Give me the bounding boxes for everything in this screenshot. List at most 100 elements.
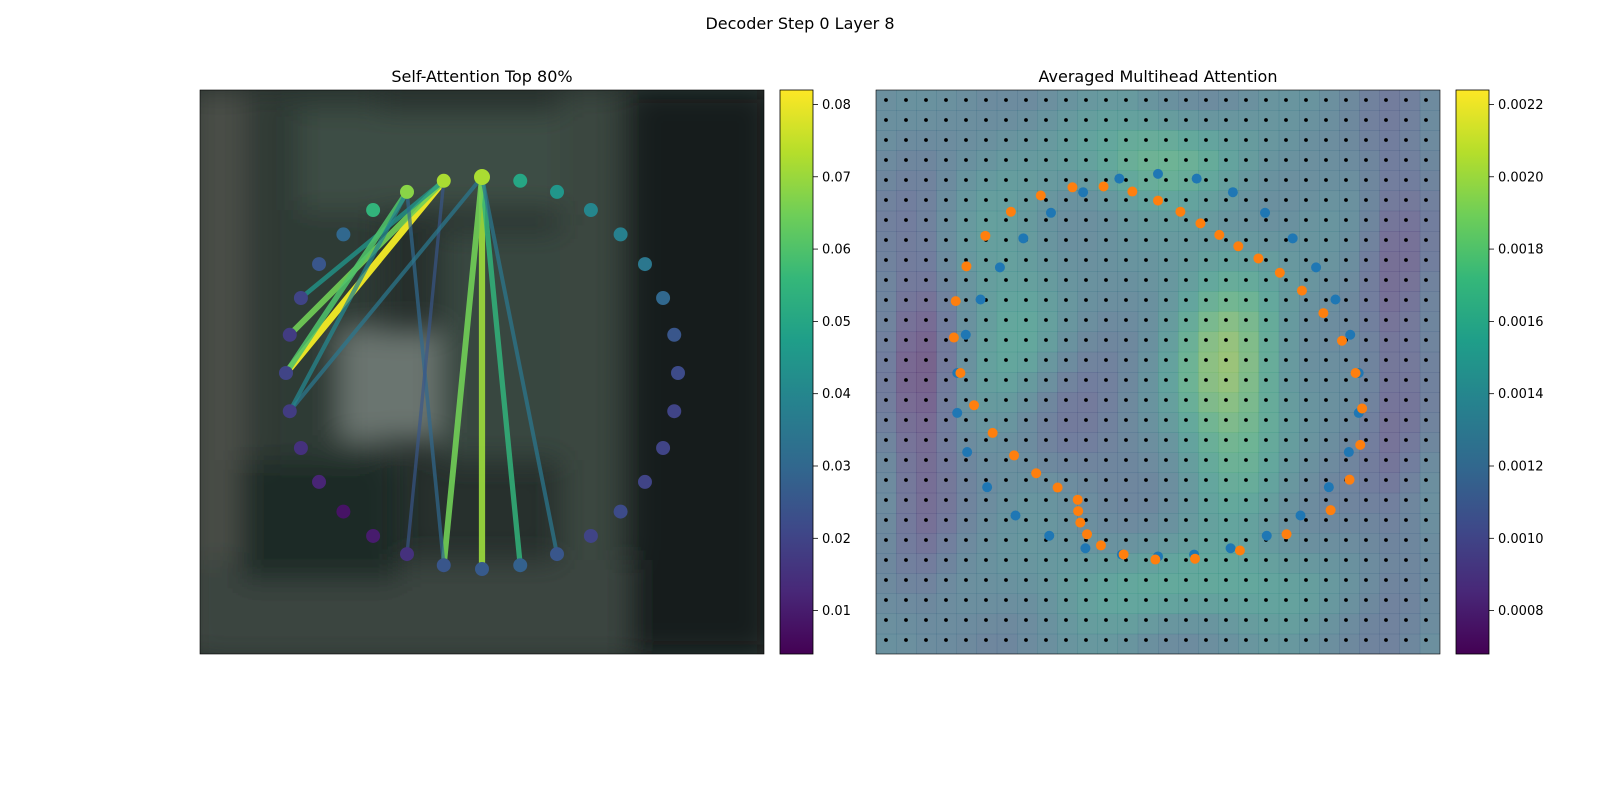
grid-dot	[1204, 458, 1208, 462]
grid-dot	[1204, 478, 1208, 482]
heatmap-cell	[1319, 190, 1340, 212]
grid-dot	[1384, 518, 1388, 522]
inner-contour-point	[1078, 187, 1089, 198]
grid-dot	[884, 478, 888, 482]
grid-dot	[1124, 618, 1128, 622]
heatmap-cell	[1278, 130, 1300, 151]
heatmap-cell	[1379, 190, 1401, 212]
heatmap-cell	[1097, 513, 1119, 534]
grid-dot	[1064, 558, 1068, 562]
heatmap-cell	[1339, 432, 1360, 453]
grid-dot	[904, 578, 908, 582]
grid-dot	[924, 578, 928, 582]
grid-dot	[1184, 218, 1188, 222]
heatmap-cell	[1057, 291, 1078, 312]
grid-dot	[1424, 358, 1428, 362]
grid-dot	[1044, 418, 1048, 422]
grid-dot	[1424, 258, 1428, 262]
heatmap-cell	[1238, 573, 1260, 594]
outer-contour-point	[1052, 482, 1063, 493]
heatmap-cell	[1339, 533, 1360, 554]
heatmap-cell	[1258, 553, 1280, 574]
heatmap-cell	[1238, 210, 1260, 232]
grid-dot	[1044, 518, 1048, 522]
grid-dot	[1224, 358, 1228, 362]
grid-dot	[1224, 198, 1228, 202]
grid-dot	[944, 398, 948, 402]
colorbar-tick-label: 0.0012	[1498, 460, 1544, 475]
heatmap-cell	[1117, 613, 1139, 635]
heatmap-cell	[876, 472, 897, 494]
multihead-attention-panel: Averaged Multihead Attention 0.00080.001…	[875, 67, 1544, 655]
grid-dot	[1384, 218, 1388, 222]
heatmap-cell	[1178, 513, 1199, 534]
heatmap-cell	[1299, 613, 1320, 635]
grid-dot	[1024, 158, 1028, 162]
grid-dot	[984, 518, 988, 522]
grid-dot	[1004, 638, 1008, 642]
heatmap-cell	[936, 472, 957, 494]
grid-dot	[1424, 378, 1428, 382]
grid-dot	[1404, 478, 1408, 482]
grid-dot	[1324, 558, 1328, 562]
heatmap-cell	[876, 452, 897, 474]
grid-dot	[1304, 378, 1308, 382]
grid-dot	[1124, 358, 1128, 362]
grid-dot	[1184, 158, 1188, 162]
heatmap-cell	[1379, 90, 1401, 111]
grid-dot	[1404, 638, 1408, 642]
heatmap-cell	[1339, 251, 1360, 272]
grid-dot	[884, 138, 888, 142]
grid-dot	[964, 518, 968, 522]
grid-dot	[1124, 158, 1128, 162]
heatmap-cell	[1198, 492, 1219, 514]
heatmap-cell	[1379, 351, 1401, 373]
grid-dot	[1164, 578, 1168, 582]
grid-dot	[1424, 618, 1428, 622]
grid-dot	[1044, 98, 1048, 102]
attention-point	[475, 562, 489, 576]
grid-dot	[1404, 138, 1408, 142]
heatmap-cell	[1278, 311, 1300, 333]
grid-dot	[1384, 238, 1388, 242]
heatmap-cell	[1117, 452, 1139, 474]
heatmap-cell	[1097, 553, 1119, 574]
grid-dot	[1304, 598, 1308, 602]
grid-dot	[1184, 438, 1188, 442]
grid-dot	[1324, 298, 1328, 302]
heatmap-cell	[1419, 90, 1440, 111]
grid-dot	[904, 258, 908, 262]
grid-dot	[1364, 358, 1368, 362]
grid-dot	[1324, 498, 1328, 502]
heatmap-cell	[1037, 311, 1058, 333]
grid-dot	[1344, 538, 1348, 542]
heatmap-cell	[916, 593, 937, 615]
heatmap-cell	[1299, 593, 1320, 615]
grid-dot	[1304, 638, 1308, 642]
heatmap-cell	[1077, 392, 1098, 413]
heatmap-cell	[1419, 150, 1440, 171]
grid-dot	[1324, 158, 1328, 162]
heatmap-cell	[1359, 251, 1380, 272]
grid-dot	[1024, 338, 1028, 342]
inner-contour-point	[1018, 233, 1029, 244]
heatmap-cell	[1258, 170, 1280, 192]
grid-dot	[1044, 558, 1048, 562]
heatmap-cell	[1117, 150, 1139, 171]
grid-dot	[1044, 178, 1048, 182]
grid-dot	[1404, 538, 1408, 542]
heatmap-cell	[1258, 190, 1280, 212]
heatmap-cell	[1117, 392, 1139, 413]
grid-dot	[1364, 398, 1368, 402]
heatmap-cell	[1278, 190, 1300, 212]
outer-contour-point	[948, 332, 959, 343]
grid-dot	[1044, 598, 1048, 602]
grid-dot	[1264, 178, 1268, 182]
attention-point	[550, 184, 565, 199]
inner-contour-point	[1295, 510, 1306, 521]
grid-dot	[924, 178, 928, 182]
grid-dot	[1384, 478, 1388, 482]
right-panel-title: Averaged Multihead Attention	[1039, 67, 1278, 86]
heatmap-cell	[1258, 231, 1280, 252]
heatmap-cell	[1319, 110, 1340, 131]
